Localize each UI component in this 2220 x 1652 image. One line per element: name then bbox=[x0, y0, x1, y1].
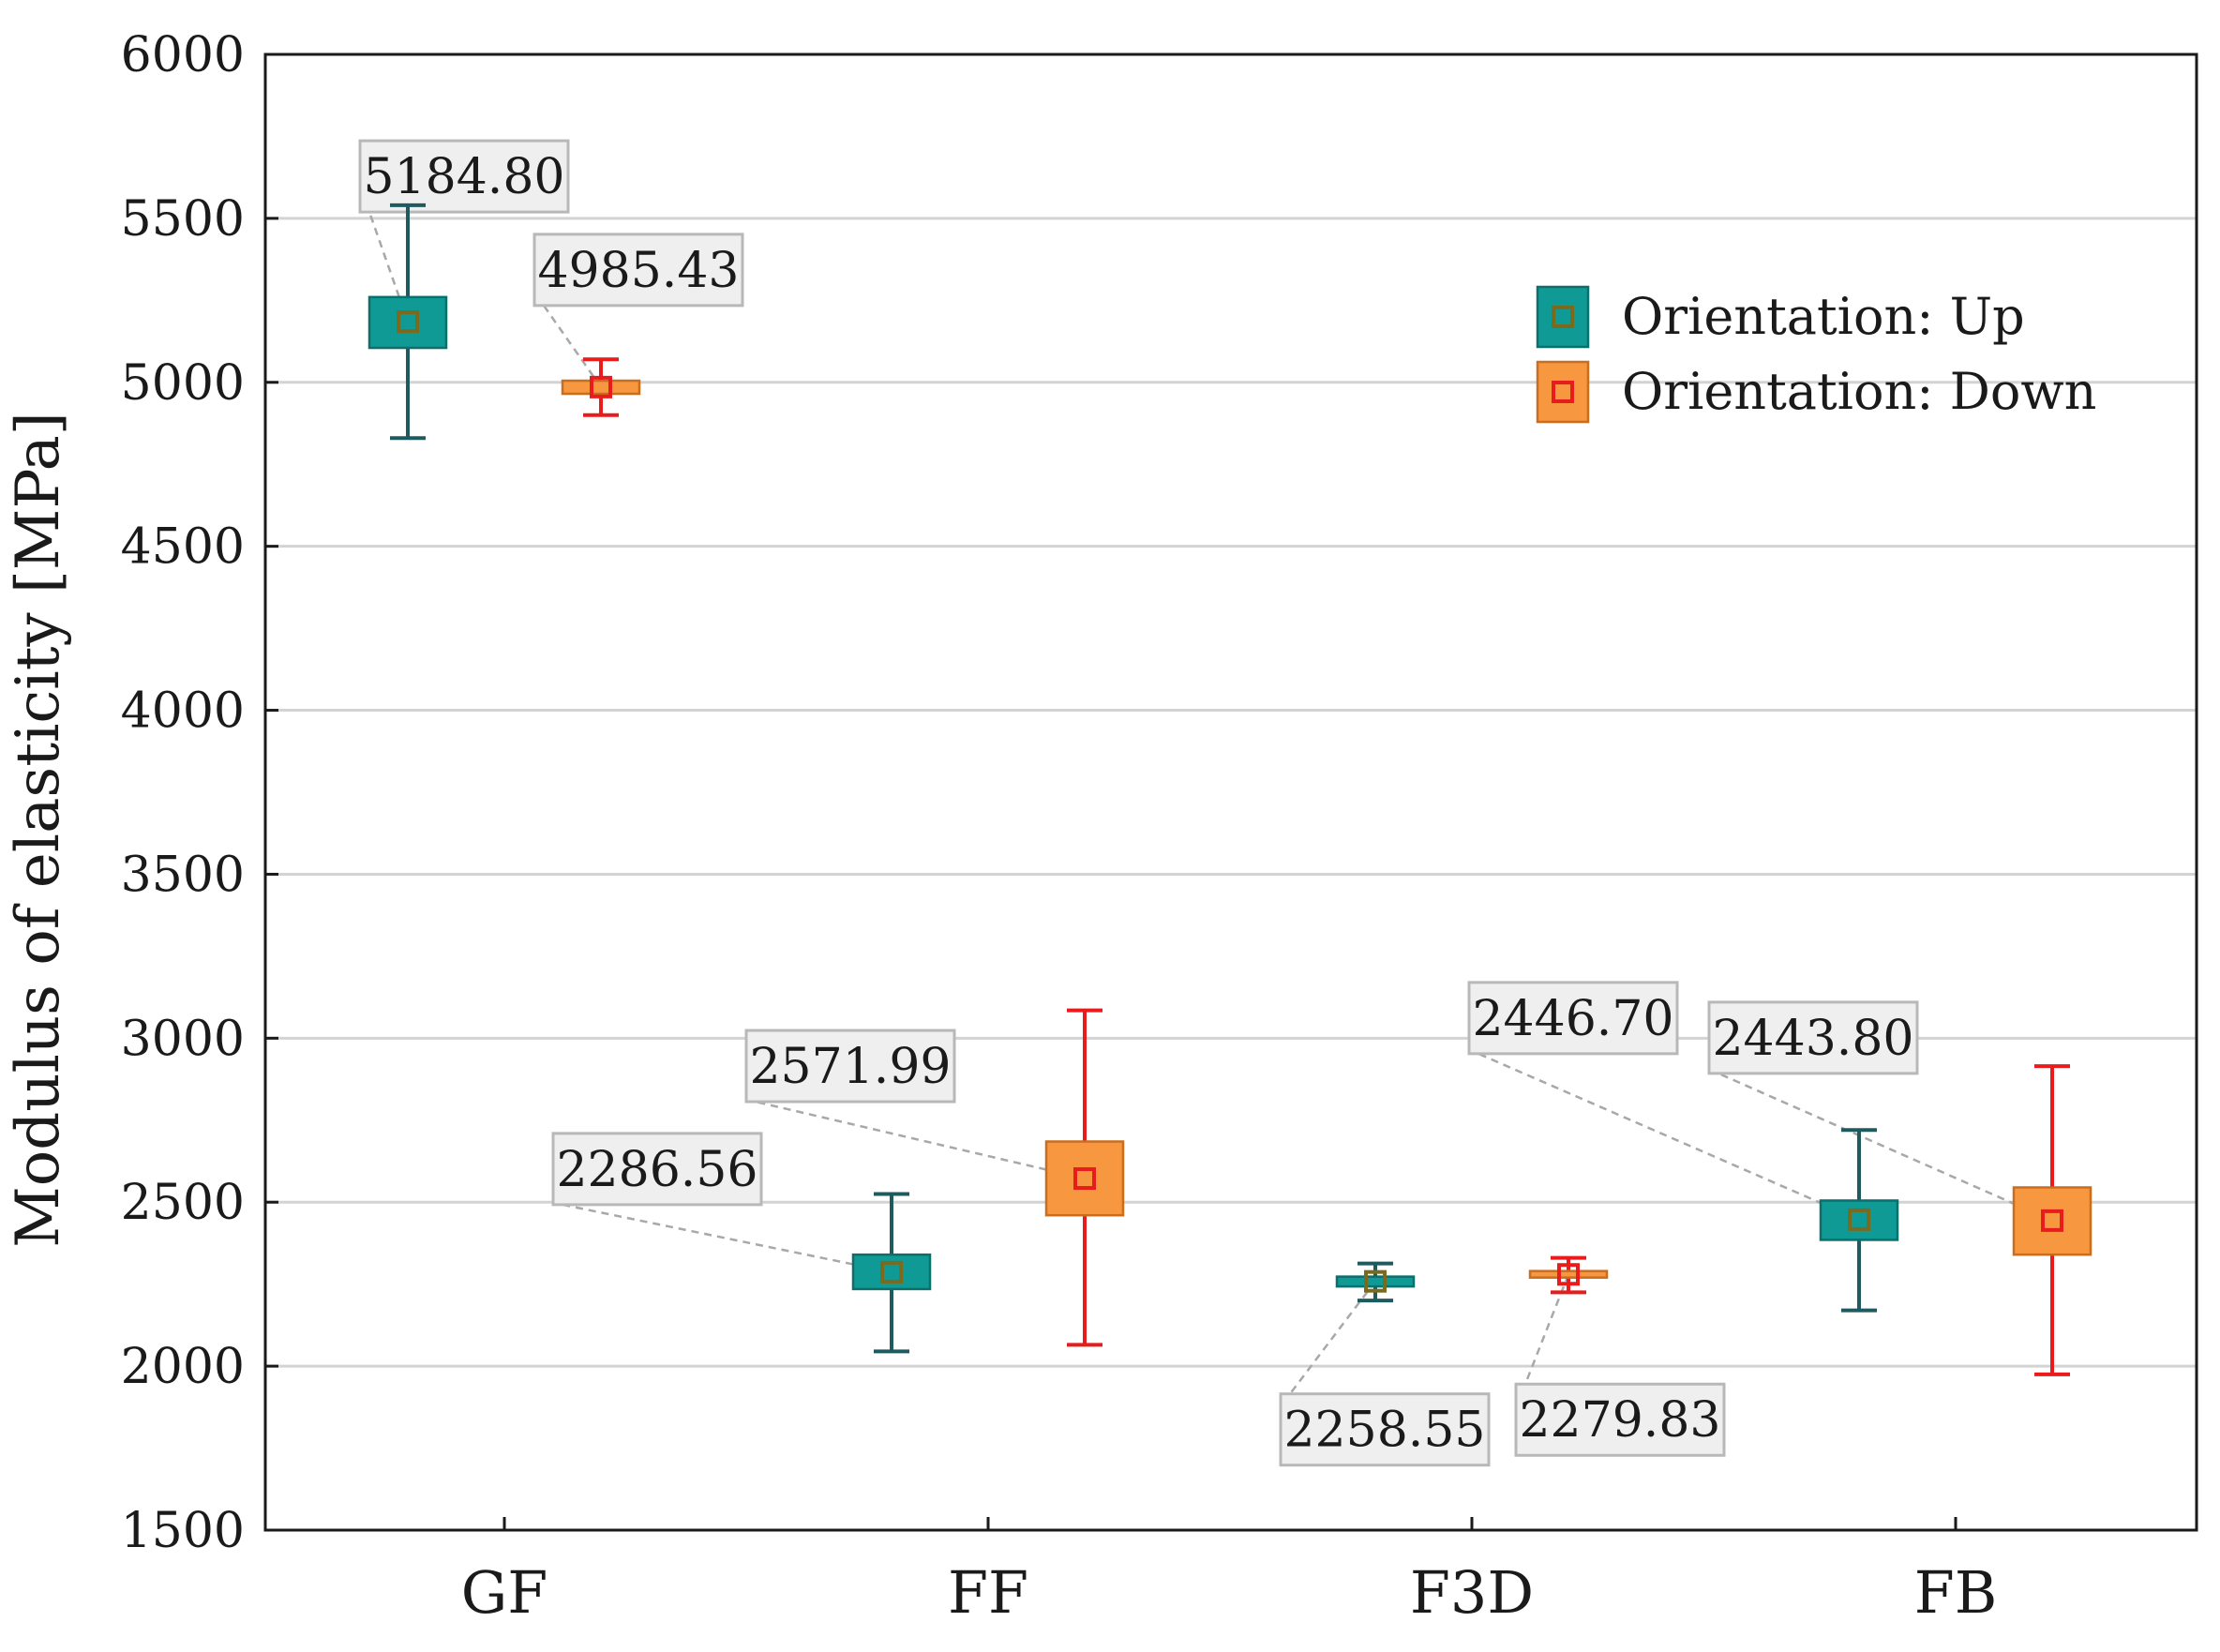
box-F3D-up bbox=[1335, 1261, 1416, 1303]
legend-label: Orientation: Down bbox=[1622, 362, 2096, 421]
box-FF-down bbox=[1044, 1008, 1125, 1347]
mean-marker bbox=[1073, 1167, 1096, 1191]
box-FB-up bbox=[1819, 1128, 1899, 1313]
legend-marker bbox=[1552, 306, 1574, 328]
data-label-FB-up: 2446.70 bbox=[1467, 981, 1860, 1222]
mean-marker bbox=[880, 1260, 903, 1284]
data-label-FF-up: 2286.56 bbox=[551, 1132, 892, 1274]
label-box bbox=[1514, 1382, 1726, 1457]
box-GF-up bbox=[368, 203, 448, 441]
label-leader bbox=[755, 1100, 1086, 1180]
legend-swatch bbox=[1536, 360, 1590, 424]
box-range bbox=[1528, 1269, 1609, 1279]
data-label-text: 5184.80 bbox=[363, 149, 564, 205]
box-range bbox=[1819, 1199, 1899, 1241]
mean-marker bbox=[1364, 1269, 1387, 1293]
box-layer bbox=[368, 203, 2092, 1376]
legend: Orientation: Up Orientation: Down bbox=[1536, 285, 2096, 424]
label-leader bbox=[1478, 1052, 1860, 1222]
y-tick-label: 3000 bbox=[121, 1011, 245, 1067]
box-FF-up bbox=[851, 1192, 932, 1354]
data-label-F3D-up: 2258.55 bbox=[1279, 1280, 1491, 1467]
axis-ticks: 1500 2000 2500 3000 3500 4000 4500 5000 5500 6000… bbox=[121, 27, 1998, 1627]
x-tick-label: FF bbox=[948, 1558, 1028, 1627]
legend-swatch bbox=[1536, 285, 1590, 349]
label-box bbox=[744, 1029, 956, 1104]
box-FB-down bbox=[2012, 1064, 2092, 1376]
y-tick-label: 6000 bbox=[121, 27, 245, 83]
x-tick-label: FB bbox=[1914, 1558, 1998, 1627]
mean-marker bbox=[397, 310, 419, 334]
label-box bbox=[358, 139, 570, 214]
legend-item-down: Orientation: Down bbox=[1536, 360, 2096, 424]
mean-marker bbox=[2041, 1209, 2063, 1232]
box-range bbox=[368, 295, 448, 350]
label-leader bbox=[1718, 1072, 2053, 1223]
y-tick-label: 4500 bbox=[121, 519, 245, 576]
y-tick-label: 2000 bbox=[121, 1339, 245, 1395]
data-label-layer: 5184.80 2286.56 2258.55 2446.70 4985.43 2571.… bbox=[358, 139, 2053, 1467]
mean-marker bbox=[1557, 1263, 1580, 1286]
y-tick-label: 4000 bbox=[121, 683, 245, 740]
label-leader bbox=[562, 1203, 892, 1274]
label-box bbox=[1279, 1392, 1491, 1467]
data-label-F3D-down: 2279.83 bbox=[1514, 1273, 1726, 1457]
label-box bbox=[532, 233, 744, 308]
data-label-text: 2279.83 bbox=[1519, 1392, 1720, 1449]
box-F3D-down bbox=[1528, 1255, 1609, 1295]
mean-marker bbox=[590, 375, 612, 398]
y-tick-label: 5000 bbox=[121, 355, 245, 412]
data-label-text: 2571.99 bbox=[749, 1039, 951, 1095]
legend-marker bbox=[1552, 381, 1574, 403]
data-label-text: 2286.56 bbox=[556, 1142, 758, 1198]
y-tick-label: 3500 bbox=[121, 847, 245, 903]
data-label-text: 2443.80 bbox=[1712, 1011, 1913, 1067]
box-range bbox=[1335, 1275, 1416, 1288]
label-box bbox=[1467, 981, 1679, 1056]
data-label-text: 2258.55 bbox=[1283, 1403, 1485, 1459]
plot-frame bbox=[263, 53, 2198, 1532]
legend-item-up: Orientation: Up bbox=[1536, 285, 2025, 349]
box-range bbox=[1044, 1140, 1125, 1217]
data-label-text: 2446.70 bbox=[1472, 991, 1673, 1047]
y-tick-label: 2500 bbox=[121, 1175, 245, 1231]
mean-marker bbox=[1848, 1208, 1870, 1231]
y-tick-label: 5500 bbox=[121, 191, 245, 248]
box-GF-down bbox=[561, 357, 641, 417]
label-leader bbox=[542, 305, 603, 388]
data-label-FB-down: 2443.80 bbox=[1707, 1000, 2053, 1223]
y-tick-label: 1500 bbox=[121, 1503, 245, 1559]
x-tick-label: GF bbox=[461, 1558, 548, 1627]
legend-label: Orientation: Up bbox=[1622, 287, 2025, 346]
y-axis-title: Modulus of elasticity [MPa] bbox=[4, 412, 73, 1248]
label-box bbox=[1707, 1000, 1919, 1075]
box-range bbox=[851, 1253, 932, 1291]
data-label-text: 4985.43 bbox=[537, 243, 739, 299]
box-range bbox=[561, 379, 641, 396]
data-label-FF-down: 2571.99 bbox=[744, 1029, 1086, 1180]
data-label-GF-up: 5184.80 bbox=[358, 139, 570, 323]
data-label-GF-down: 4985.43 bbox=[532, 233, 744, 388]
box-range bbox=[2012, 1186, 2092, 1256]
x-tick-label: F3D bbox=[1410, 1558, 1534, 1627]
label-box bbox=[551, 1132, 763, 1207]
label-leader bbox=[1289, 1280, 1376, 1395]
